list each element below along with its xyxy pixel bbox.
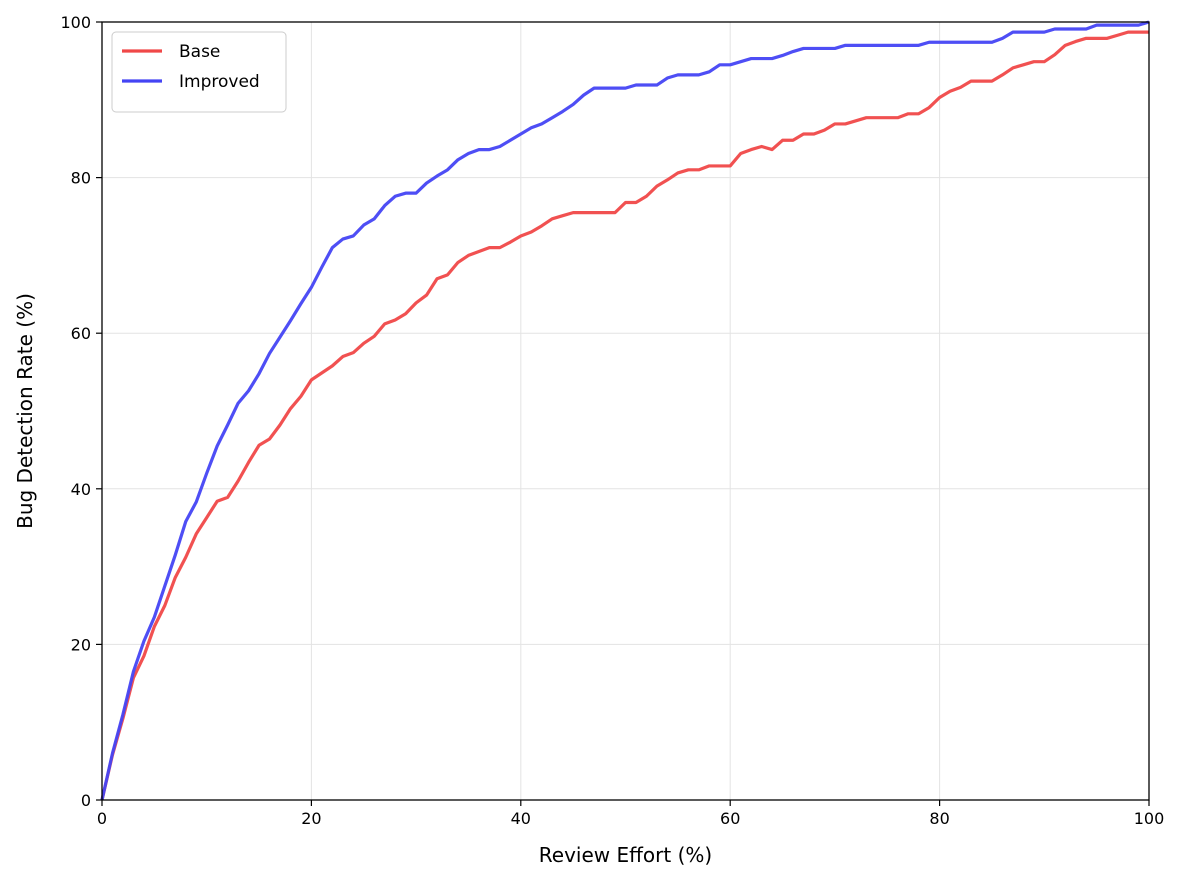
grid [102,22,1149,800]
series-line-improved [100,20,1150,801]
axis-ticks: 0 20 40 60 80 100 0 20 40 60 80 100 [60,13,1164,828]
x-tick-label: 40 [511,809,531,828]
legend: Base Improved [111,31,287,113]
x-tick-label: 60 [720,809,740,828]
x-tick-label: 0 [97,809,107,828]
y-tick-label: 0 [81,791,91,810]
y-tick-label: 60 [71,324,91,343]
y-tick-label: 20 [71,635,91,654]
x-tick-label: 100 [1134,809,1165,828]
y-axis-label: Bug Detection Rate (%) [13,293,37,529]
x-axis-label: Review Effort (%) [539,843,712,867]
y-tick-label: 100 [60,13,91,32]
plot-frame [101,21,1150,801]
series-lines [100,20,1150,801]
y-tick-label: 80 [71,169,91,188]
x-tick-label: 20 [301,809,321,828]
legend-label: Improved [179,72,260,92]
series-line-base [100,30,1149,801]
legend-label: Base [179,42,220,62]
x-tick-label: 80 [929,809,949,828]
y-tick-label: 40 [71,480,91,499]
